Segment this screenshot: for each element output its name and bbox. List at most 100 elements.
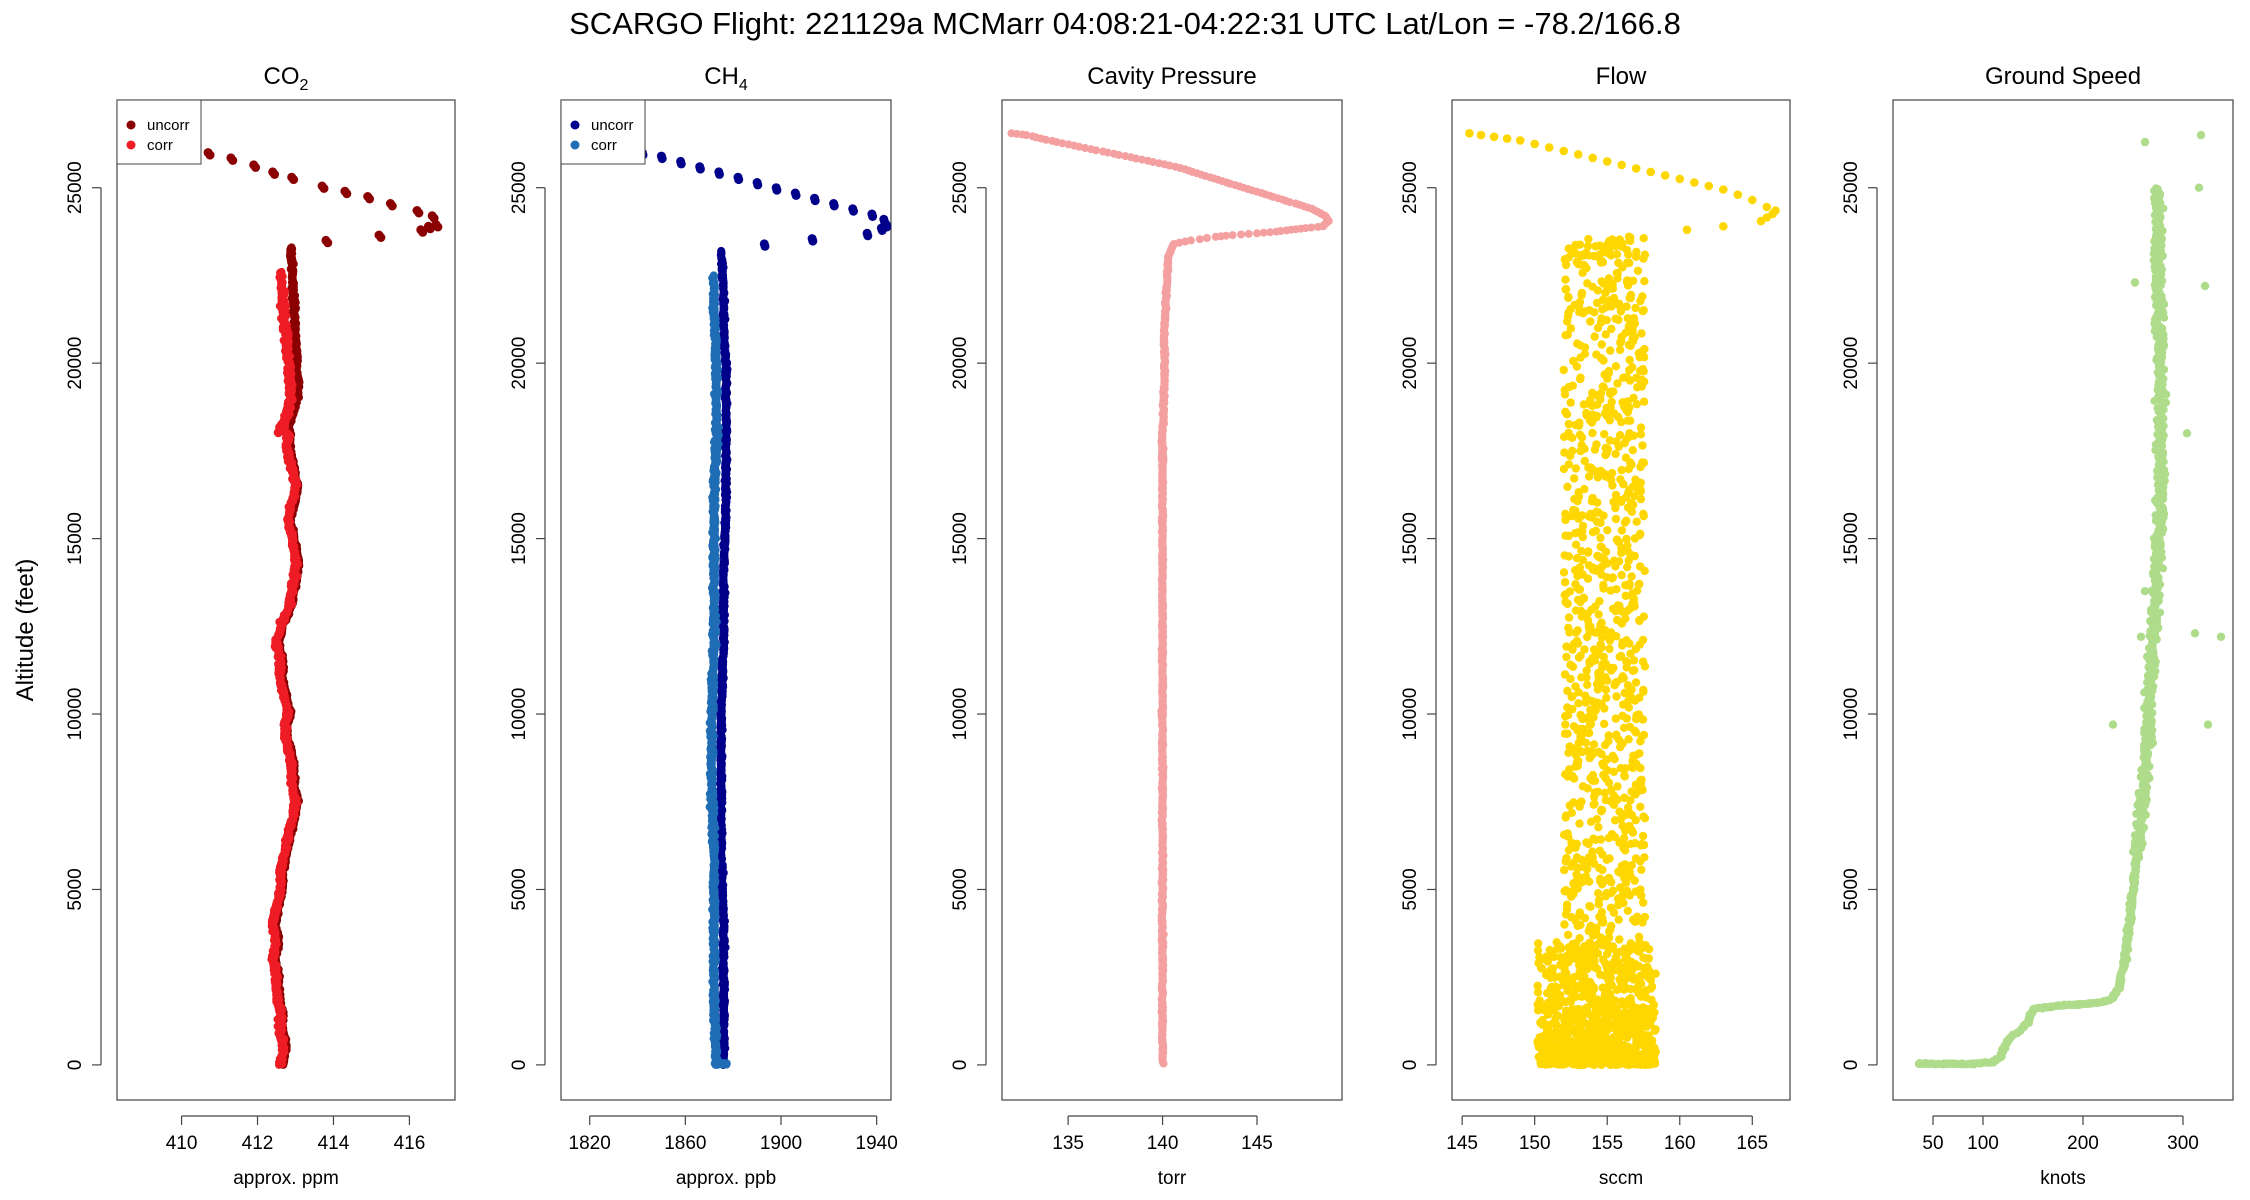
y-tick-label: 15000 (1400, 512, 1421, 565)
y-tick-label: 25000 (1400, 161, 1421, 214)
data-point (717, 246, 726, 255)
data-point (1159, 1059, 1168, 1068)
data-points (1465, 129, 1780, 1070)
data-point (1637, 865, 1646, 874)
data-point (849, 206, 858, 216)
data-point (1244, 229, 1253, 238)
data-point (657, 154, 667, 164)
figure-title: SCARGO Flight: 221129a MCMarr 04:08:21-0… (569, 6, 1681, 41)
y-tick-label: 10000 (509, 688, 530, 741)
y-tick-label: 15000 (65, 512, 86, 565)
x-tick-label: 1940 (856, 1133, 898, 1154)
data-point (1561, 712, 1570, 721)
data-point (277, 267, 286, 276)
data-point (1748, 195, 1757, 205)
panel-title: CO2 (264, 63, 309, 94)
data-points (1007, 129, 1333, 1068)
data-point (1583, 279, 1592, 288)
data-point (414, 208, 424, 218)
data-point (1762, 202, 1772, 212)
data-point (791, 190, 801, 200)
data-point (251, 162, 261, 172)
data-point (1590, 332, 1599, 341)
x-tick-label: 165 (1736, 1133, 1768, 1154)
data-point (1584, 472, 1594, 481)
data-point (1599, 356, 1608, 365)
data-points (203, 148, 443, 1069)
data-point (829, 201, 839, 211)
data-point (1631, 164, 1641, 173)
y-tick-label: 10000 (950, 688, 971, 741)
data-point (1611, 514, 1621, 524)
data-point (1530, 139, 1539, 149)
data-point (342, 189, 352, 199)
data-point (1632, 517, 1641, 526)
y-tick-label: 5000 (1400, 868, 1421, 910)
data-point (1630, 876, 1639, 885)
data-point (1660, 171, 1670, 180)
data-point (1606, 346, 1615, 355)
data-point (425, 224, 435, 234)
data-point (1476, 130, 1486, 140)
y-tick-label: 10000 (1400, 688, 1421, 741)
data-point (1625, 355, 1634, 365)
data-point (1636, 802, 1645, 811)
y-tick-label: 15000 (509, 512, 530, 565)
y-tick-label: 20000 (509, 337, 530, 390)
y-tick-label: 0 (509, 1060, 530, 1071)
y-tick-label: 25000 (509, 161, 530, 214)
data-point (709, 271, 718, 280)
y-tick-label: 25000 (65, 161, 86, 214)
data-point (1646, 167, 1655, 177)
legend-entry: corr (147, 137, 173, 154)
y-tick-label: 5000 (509, 868, 530, 910)
data-point (1719, 222, 1728, 231)
y-tick-label: 20000 (1400, 337, 1421, 390)
data-point (1704, 181, 1714, 191)
legend-entry: uncorr (147, 117, 190, 134)
legend-box (116, 99, 202, 165)
x-axis-label: approx. ppm (233, 1168, 339, 1189)
data-point (289, 175, 299, 185)
legend-marker (570, 140, 580, 150)
data-point (863, 231, 873, 241)
data-point (1574, 653, 1584, 662)
data-point (1719, 185, 1728, 194)
data-point (1575, 819, 1584, 828)
x-tick-label: 155 (1591, 1133, 1623, 1154)
panel-title: CH4 (704, 63, 748, 94)
data-points (637, 148, 892, 1069)
x-tick-label: 1860 (664, 1133, 706, 1154)
data-point (877, 226, 887, 235)
data-point (270, 169, 280, 179)
data-point (1211, 232, 1220, 241)
data-point (323, 238, 333, 248)
x-axis-label: approx. ppb (676, 1168, 776, 1189)
x-tick-label: 135 (1052, 1133, 1084, 1154)
x-tick-label: 150 (1519, 1133, 1551, 1154)
data-point (1583, 680, 1592, 689)
x-tick-label: 160 (1664, 1133, 1696, 1154)
data-point (753, 180, 763, 190)
data-point (1593, 286, 1603, 295)
data-point (868, 212, 878, 221)
data-point (1465, 129, 1474, 138)
x-tick-label: 1900 (760, 1133, 802, 1154)
legend-marker (126, 140, 136, 150)
y-tick-label: 25000 (950, 161, 971, 214)
data-point (1594, 823, 1603, 832)
data-point (205, 150, 215, 160)
y-tick-label: 20000 (65, 337, 86, 390)
data-point (1756, 216, 1766, 226)
data-point (319, 183, 329, 193)
data-point (418, 227, 428, 237)
y-tick-label: 0 (65, 1060, 86, 1071)
data-point (772, 185, 782, 195)
y-tick-label: 5000 (65, 868, 86, 910)
legend-marker (570, 120, 580, 130)
data-point (387, 201, 397, 211)
x-tick-label: 410 (166, 1133, 198, 1154)
